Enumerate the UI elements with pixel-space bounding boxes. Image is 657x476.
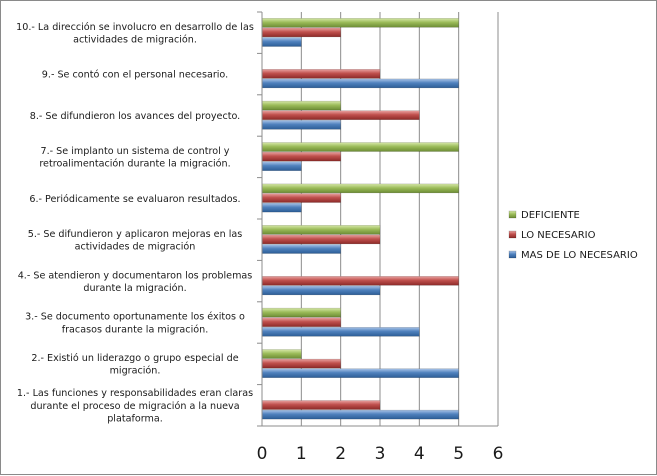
x-tick-label: 3 bbox=[375, 444, 386, 464]
category-label: 9.- Se contó con el personal necesario. bbox=[42, 69, 228, 81]
legend-label: LO NECESARIO bbox=[521, 230, 596, 241]
bar-deficiente bbox=[261, 183, 459, 194]
x-tick-label: 4 bbox=[414, 444, 425, 464]
bar-deficiente bbox=[261, 142, 459, 152]
bar-mas-de-lo-necesario bbox=[261, 37, 302, 47]
bar-lo-necesario bbox=[261, 276, 459, 286]
category-label: 6.- Periódicamente se evaluaron resultad… bbox=[29, 193, 240, 205]
category-labels: 1.- Las funciones y responsabilidades er… bbox=[16, 21, 254, 424]
bar-mas-de-lo-necesario bbox=[261, 161, 302, 171]
bar-mas-de-lo-necesario bbox=[261, 409, 459, 420]
x-tick-label: 1 bbox=[296, 444, 307, 464]
bar-lo-necesario bbox=[261, 400, 381, 410]
bar-deficiente bbox=[261, 307, 341, 318]
legend-swatch bbox=[508, 230, 517, 239]
axes bbox=[257, 11, 498, 427]
bar-mas-de-lo-necesario bbox=[261, 244, 341, 254]
bar-lo-necesario bbox=[261, 110, 420, 120]
bar-mas-de-lo-necesario bbox=[261, 120, 341, 130]
bar-mas-de-lo-necesario bbox=[261, 202, 302, 213]
category-label: 4.- Se atendieron y documentaron los pro… bbox=[18, 270, 253, 294]
bar-lo-necesario bbox=[261, 234, 381, 245]
bar-lo-necesario bbox=[261, 358, 341, 369]
bar-lo-necesario bbox=[261, 317, 341, 327]
x-tick-labels: 0 1 2 3 4 5 6 bbox=[257, 444, 504, 464]
category-label: 3.- Se documento oportunamente los éxito… bbox=[25, 311, 245, 336]
bar-lo-necesario bbox=[261, 27, 341, 38]
category-label: 5.- Se difundieron y aplicaron mejoras e… bbox=[28, 229, 243, 253]
bar-mas-de-lo-necesario bbox=[261, 78, 459, 89]
category-label: 1.- Las funciones y responsabilidades er… bbox=[17, 388, 253, 424]
category-label: 2.- Existió un liderazgo o grupo especia… bbox=[31, 352, 238, 377]
legend-label: MAS DE LO NECESARIO bbox=[521, 250, 638, 261]
x-tick-label: 6 bbox=[493, 444, 504, 464]
bar-mas-de-lo-necesario bbox=[261, 368, 459, 378]
bar-lo-necesario bbox=[261, 69, 381, 79]
bar-deficiente bbox=[261, 100, 341, 111]
x-tick-label: 0 bbox=[257, 444, 268, 464]
bars bbox=[261, 18, 459, 420]
bar-lo-necesario bbox=[261, 193, 341, 203]
bar-mas-de-lo-necesario bbox=[261, 285, 381, 296]
legend-swatch bbox=[508, 250, 517, 259]
category-label: 10.- La dirección se involucro en desarr… bbox=[16, 21, 254, 46]
legend: DEFICIENTE LO NECESARIO MAS DE LO NECESARI… bbox=[508, 210, 638, 261]
legend-swatch bbox=[508, 210, 517, 219]
legend-label: DEFICIENTE bbox=[521, 210, 580, 221]
category-label: 8.- Se difundieron los avances del proye… bbox=[30, 111, 240, 122]
bar-lo-necesario bbox=[261, 151, 341, 162]
x-tick-label: 5 bbox=[453, 444, 464, 464]
bar-deficiente bbox=[261, 18, 459, 28]
bar-mas-de-lo-necesario bbox=[261, 327, 420, 337]
bar-deficiente bbox=[261, 225, 381, 235]
bar-deficiente bbox=[261, 349, 302, 359]
x-tick-label: 2 bbox=[335, 444, 346, 464]
